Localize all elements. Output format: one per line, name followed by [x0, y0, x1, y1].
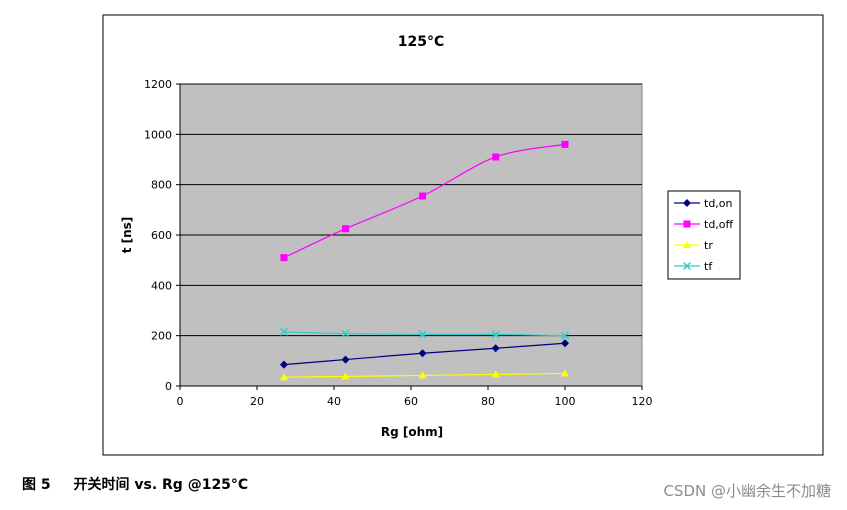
- data-point: [342, 225, 350, 233]
- x-tick-label: 80: [481, 395, 495, 408]
- legend-label: tr: [704, 239, 713, 252]
- data-point: [280, 254, 288, 262]
- marker-stroke: [682, 261, 692, 271]
- chart: 125°C 0 200 400 600 800 1000 1200 0 20 40 60 80 100 1…: [102, 14, 824, 456]
- data-point: [279, 373, 288, 381]
- legend-marker: [683, 241, 691, 248]
- series-td-on: [279, 339, 569, 369]
- data-point: [418, 330, 427, 339]
- y-tick-label: 800: [151, 179, 172, 192]
- marker-stroke: [491, 330, 500, 339]
- legend-label: td,on: [704, 197, 733, 210]
- y-tick-label: 0: [165, 380, 172, 393]
- y-tick-label: 600: [151, 229, 172, 242]
- data-point: [419, 192, 427, 200]
- x-tick-label: 60: [404, 395, 418, 408]
- y-tick-label: 200: [151, 330, 172, 343]
- legend-marker: [683, 220, 691, 228]
- data-point: [418, 349, 427, 358]
- figure-number: 图 5: [22, 477, 51, 493]
- data-point: [560, 331, 570, 340]
- legend-item: tf: [674, 260, 713, 273]
- series-group: [279, 140, 570, 381]
- data-point: [341, 372, 350, 380]
- data-point: [341, 355, 350, 364]
- legend: td,on td,off tr tf: [667, 190, 741, 280]
- marker-stroke: [560, 331, 570, 340]
- data-point: [561, 140, 569, 148]
- axes: 0 200 400 600 800 1000 1200 0 20 40 60 80 100 120: [144, 78, 653, 408]
- figure-caption-text: 开关时间 vs. Rg @125°C: [73, 477, 249, 493]
- series-tr: [279, 369, 569, 381]
- data-point: [561, 369, 569, 377]
- x-tick-label: 40: [327, 395, 341, 408]
- y-tick-label: 400: [151, 279, 172, 292]
- legend-label: tf: [704, 260, 713, 273]
- watermark: CSDN @小幽余生不加糖: [663, 482, 831, 500]
- x-tick-label: 0: [177, 395, 184, 408]
- series-td-off: [280, 140, 569, 262]
- data-point: [341, 329, 350, 338]
- data-point: [491, 370, 500, 378]
- chart-title: 125°C: [398, 34, 445, 50]
- marker-stroke: [341, 329, 350, 338]
- y-tick-label: 1000: [144, 128, 172, 141]
- legend-label: td,off: [704, 218, 734, 231]
- x-tick-label: 20: [250, 395, 264, 408]
- legend-item: td,on: [674, 197, 733, 210]
- data-point: [279, 327, 288, 336]
- y-tick-label: 1200: [144, 78, 172, 91]
- data-point: [279, 360, 288, 369]
- data-point: [491, 330, 500, 339]
- series-tf: [279, 327, 570, 340]
- data-point: [561, 339, 569, 348]
- data-point: [418, 371, 427, 379]
- marker-stroke: [279, 327, 288, 336]
- data-point: [491, 344, 500, 353]
- plot-area: [179, 83, 643, 387]
- legend-box: [667, 190, 741, 280]
- x-axis-label: Rg [ohm]: [381, 425, 443, 439]
- y-axis-label: t [ns]: [120, 217, 134, 254]
- legend-marker: [683, 199, 691, 207]
- x-tick-label: 120: [632, 395, 653, 408]
- figure-caption: 图 5 开关时间 vs. Rg @125°C: [22, 474, 248, 494]
- legend-item: tr: [674, 239, 713, 252]
- legend-marker: [682, 261, 692, 271]
- data-point: [492, 153, 500, 161]
- x-tick-label: 100: [555, 395, 576, 408]
- legend-item: td,off: [674, 218, 734, 231]
- marker-stroke: [418, 330, 427, 339]
